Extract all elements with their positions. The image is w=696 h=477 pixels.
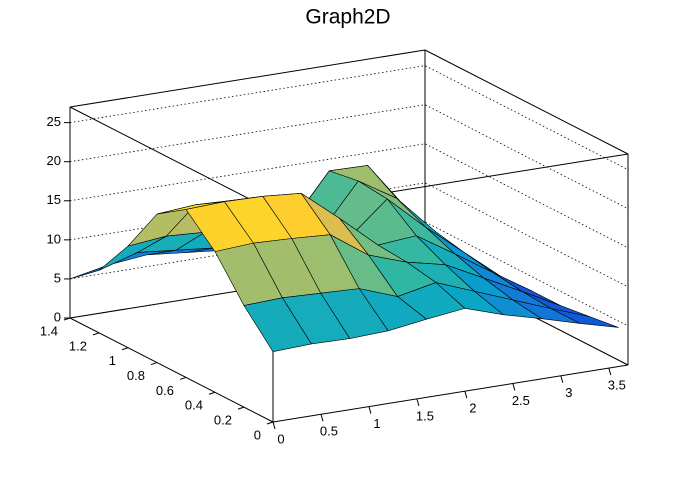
x-tick [416,398,420,407]
surface-cell [243,297,312,352]
x-tick-label: 0.5 [320,424,338,439]
x-tick [512,383,516,391]
x-tick [560,375,564,383]
z-tick-label: 0 [54,309,61,324]
y-tick-label: 1 [109,353,116,368]
x-tick-label: 1.5 [416,408,434,423]
chart-title: Graph2D [305,6,390,29]
x-tick-label: 0 [277,431,284,446]
z-tick-label: 5 [54,270,61,285]
y-tick [237,406,245,410]
x-tick [464,391,468,399]
y-tick [179,376,187,380]
y-tick-label: 1.2 [69,338,87,353]
box-edge [272,364,629,423]
x-tick-label: 3 [565,385,572,400]
box-edge [69,49,426,108]
z-tick-label: 25 [47,114,61,129]
z-tick-label: 20 [47,153,61,168]
x-tick [272,421,276,430]
y-tick-label: 0.8 [127,368,145,383]
y-tick-label: 0.6 [156,383,174,398]
x-tick [320,414,324,422]
x-tick-label: 1 [373,416,380,431]
x-tick-label: 3.5 [608,378,626,393]
y-tick-label: 1.4 [40,323,58,338]
box-edge [69,106,274,212]
x-tick-label: 2 [469,401,476,416]
x-tick [368,406,372,414]
x-tick-label: 2.5 [512,393,530,408]
y-tick [92,332,100,336]
y-tick [266,421,274,425]
y-tick-label: 0 [254,427,261,442]
box-edge [424,49,629,155]
box-edge [69,317,274,423]
y-tick [63,317,71,321]
x-tick [608,367,612,376]
z-tick-label: 15 [47,192,61,207]
y-tick [121,347,129,351]
y-tick-label: 0.4 [185,398,203,413]
y-tick [208,391,216,395]
y-tick [150,362,158,366]
y-tick-label: 0.2 [214,413,232,428]
z-tick-label: 10 [47,231,61,246]
